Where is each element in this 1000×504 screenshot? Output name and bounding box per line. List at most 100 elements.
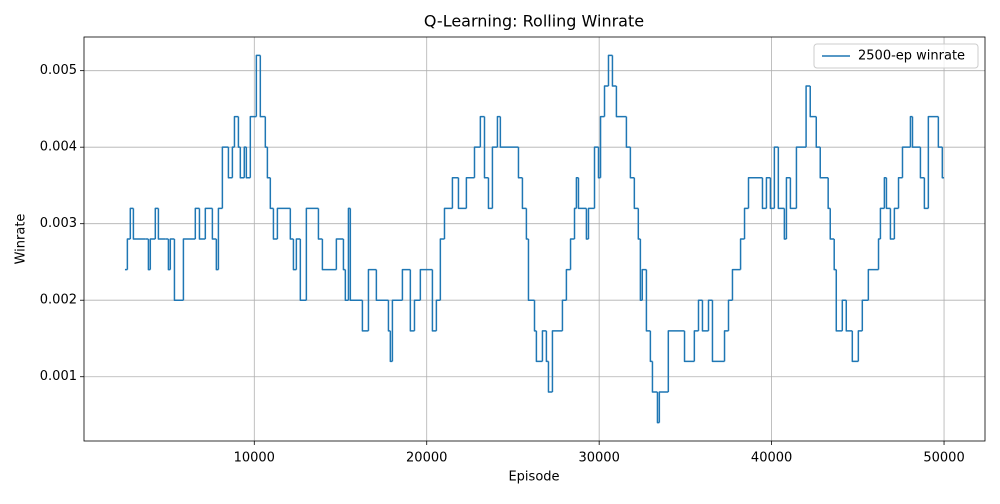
line-step [731, 268, 741, 301]
line-step [132, 208, 146, 240]
line-step [815, 116, 821, 148]
line-step [765, 177, 771, 209]
y-tick-label: 0.003 [40, 216, 77, 231]
line-step [577, 177, 587, 210]
line-step [391, 299, 403, 362]
line-step [496, 115, 501, 148]
line-step [126, 238, 131, 270]
line-step [349, 208, 363, 301]
legend: 2500-ep winrate [813, 43, 979, 69]
line-step [593, 146, 599, 209]
line-step [739, 238, 745, 270]
line-step [919, 147, 925, 179]
line-step [747, 177, 763, 209]
line-step [401, 268, 411, 301]
line-step [603, 85, 609, 117]
line-step [743, 207, 749, 239]
line-step [259, 55, 266, 118]
legend-label: 2500-ep winrate [858, 49, 965, 64]
line-step [761, 177, 767, 210]
line-step [599, 115, 605, 178]
y-tick-label: 0.005 [40, 63, 77, 78]
line-step [565, 268, 571, 301]
line-step [255, 54, 261, 117]
line-step [923, 177, 929, 210]
line-step [693, 330, 699, 362]
line-step [785, 177, 791, 239]
line-step [221, 146, 229, 209]
line-step [517, 147, 523, 179]
line-step [851, 330, 859, 363]
line-step [233, 115, 239, 148]
chart-title: Q-Learning: Rolling Winrate [424, 12, 644, 31]
line-step [375, 269, 389, 301]
line-step [249, 115, 257, 178]
line-step [289, 208, 294, 240]
x-tick-label: 40000 [751, 451, 792, 466]
line-step [317, 208, 323, 240]
line-step [633, 177, 639, 210]
line-step [527, 239, 535, 301]
line-step [439, 238, 445, 301]
line-step [465, 177, 475, 209]
y-axis-label: Winrate [14, 214, 29, 265]
line-step [419, 268, 433, 301]
x-tick-label: 20000 [406, 451, 447, 466]
line-step [451, 177, 459, 209]
line-step [431, 269, 437, 332]
line-step [893, 207, 899, 239]
line-step [769, 177, 775, 210]
line-step [641, 268, 647, 301]
x-tick-label: 30000 [578, 451, 619, 466]
x-axis-label: Episode [508, 470, 559, 485]
line-step [361, 300, 369, 332]
line-step [299, 239, 307, 301]
line-step [561, 299, 567, 331]
line-step [711, 300, 725, 363]
line-step [487, 177, 493, 210]
line-step [773, 146, 779, 209]
line-step [295, 238, 301, 270]
x-tick-label: 50000 [923, 451, 964, 466]
line-step [491, 146, 498, 209]
line-step [645, 269, 651, 332]
line-step [211, 208, 217, 240]
line-step [897, 177, 903, 209]
line-step [789, 177, 797, 210]
line-step [194, 207, 200, 239]
line-step [889, 208, 895, 240]
line-step [169, 238, 175, 270]
line-step [344, 269, 349, 301]
line-step [173, 239, 184, 301]
line-step [457, 177, 467, 210]
line-step [911, 116, 921, 148]
line-step [927, 115, 939, 209]
line-step [697, 299, 703, 331]
line-step [819, 147, 829, 179]
line-step [227, 147, 233, 179]
line-step [217, 207, 223, 270]
line-step [941, 147, 945, 179]
line-step [269, 177, 274, 210]
line-step [499, 116, 519, 148]
line-step [841, 299, 847, 331]
line-step [727, 299, 733, 331]
line-step [409, 269, 415, 332]
line-step [867, 268, 879, 301]
line-step [795, 146, 807, 209]
line-step [651, 361, 658, 393]
line-step [835, 269, 843, 332]
line-step [245, 147, 251, 179]
line-step [182, 238, 196, 301]
line-step [521, 177, 527, 210]
line-step [885, 177, 891, 210]
line-step [435, 299, 441, 331]
line-step [658, 391, 669, 423]
line-step [625, 116, 631, 148]
plot [124, 54, 945, 424]
line-step [587, 207, 595, 239]
line-step [535, 330, 543, 363]
y-tick-label: 0.004 [40, 140, 77, 155]
axes-frame [83, 36, 986, 442]
